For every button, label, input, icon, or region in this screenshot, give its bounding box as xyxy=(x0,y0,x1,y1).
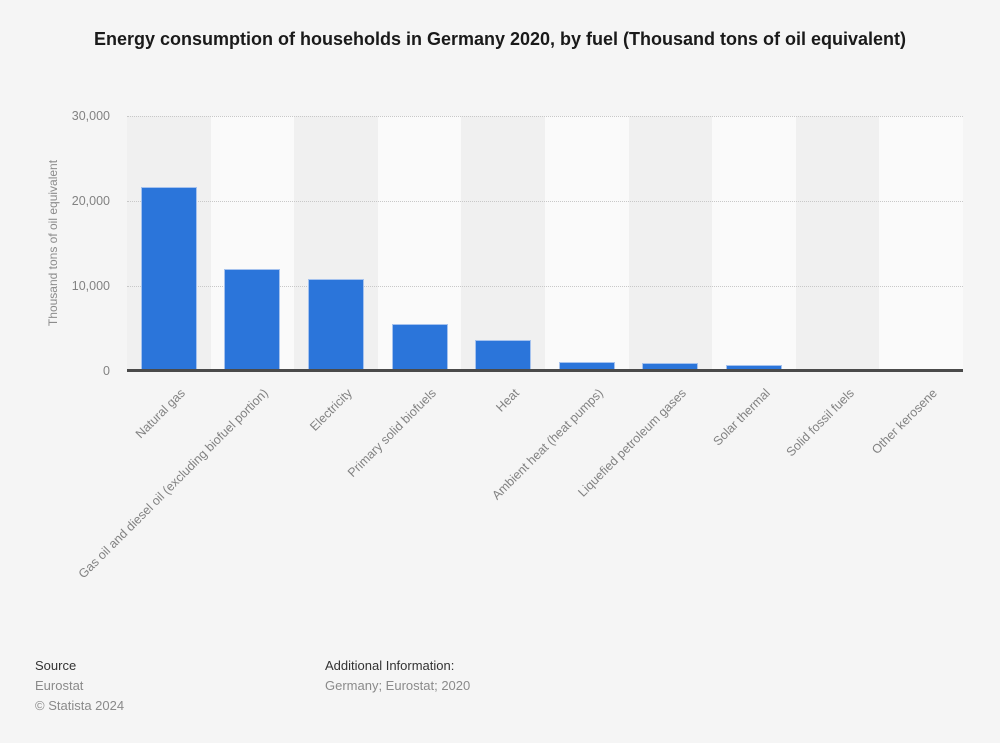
plot-area xyxy=(127,116,963,371)
gridline xyxy=(127,116,963,117)
x-axis-line xyxy=(127,369,963,372)
bar-gas-oil-and-diesel-oil-excluding-biofuel-portion[interactable] xyxy=(224,269,281,371)
bar-ambient-heat-heat-pumps[interactable] xyxy=(558,362,615,371)
bar-solar-thermal[interactable] xyxy=(726,364,782,371)
source-label: Source xyxy=(35,658,77,673)
gridline xyxy=(127,286,963,287)
additional-info-value: Germany; Eurostat; 2020 xyxy=(325,678,471,693)
plot-stripe xyxy=(628,116,713,371)
bar-heat[interactable] xyxy=(475,339,532,371)
plot-stripe xyxy=(879,116,963,371)
bar-natural-gas[interactable] xyxy=(140,186,197,371)
bar-liquefied-petroleum-gases[interactable] xyxy=(642,362,699,371)
y-axis-title: Thousand tons of oil equivalent xyxy=(46,159,60,327)
bar-electricity[interactable] xyxy=(308,278,364,371)
chart-title: Energy consumption of households in Germ… xyxy=(93,29,907,49)
plot-stripe xyxy=(461,116,545,371)
source-block: Source Eurostat © Statista 2024 xyxy=(35,656,124,716)
plot-stripe xyxy=(712,116,796,371)
y-tick-label: 0 xyxy=(103,364,110,378)
y-tick-label: 20,000 xyxy=(71,194,110,208)
gridline xyxy=(127,201,963,202)
source-value: Eurostat xyxy=(35,678,84,693)
bar-primary-solid-biofuels[interactable] xyxy=(391,324,448,371)
y-tick-label: 30,000 xyxy=(71,109,110,123)
additional-info-block: Additional Information: Germany; Eurosta… xyxy=(325,656,470,696)
copyright-text: © Statista 2024 xyxy=(35,698,125,713)
y-tick-label: 10,000 xyxy=(71,279,110,293)
additional-info-label: Additional Information: xyxy=(325,658,455,673)
plot-stripe xyxy=(795,116,880,371)
plot-stripe xyxy=(545,116,629,371)
